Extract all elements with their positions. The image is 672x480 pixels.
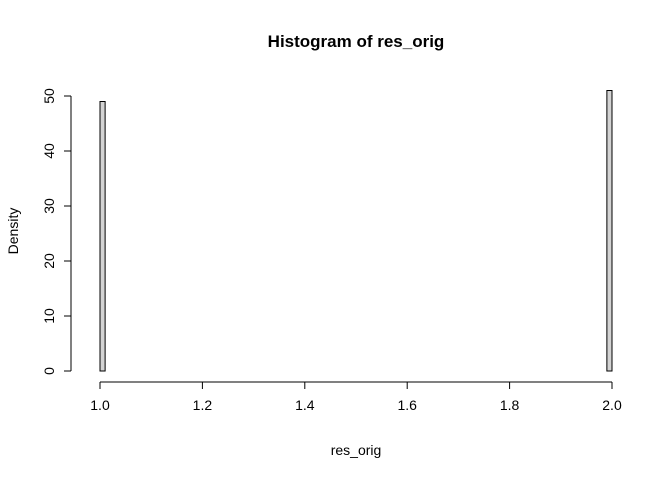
- x-tick-label: 1.2: [193, 397, 213, 413]
- y-tick-label: 40: [41, 143, 57, 159]
- y-tick-label: 20: [41, 253, 57, 269]
- y-tick-label: 30: [41, 198, 57, 214]
- histogram-bar: [99, 101, 106, 372]
- x-tick-label: 2.0: [602, 397, 622, 413]
- y-tick-label: 0: [41, 367, 57, 375]
- y-axis-label: Density: [5, 208, 21, 255]
- x-tick-label: 1.4: [295, 397, 315, 413]
- x-tick-label: 1.8: [500, 397, 520, 413]
- histogram-bar: [606, 90, 613, 372]
- chart-title: Histogram of res_orig: [268, 32, 445, 51]
- x-axis-label: res_orig: [331, 442, 382, 458]
- y-tick-label: 10: [41, 308, 57, 324]
- x-tick-label: 1.0: [90, 397, 110, 413]
- y-axis: 0 10 20 30 40 50: [41, 88, 72, 375]
- x-tick-label: 1.6: [397, 397, 417, 413]
- y-tick-label: 50: [41, 88, 57, 104]
- x-axis: 1.0 1.2 1.4 1.6 1.8 2.0: [90, 381, 622, 413]
- bars-group: [99, 90, 613, 372]
